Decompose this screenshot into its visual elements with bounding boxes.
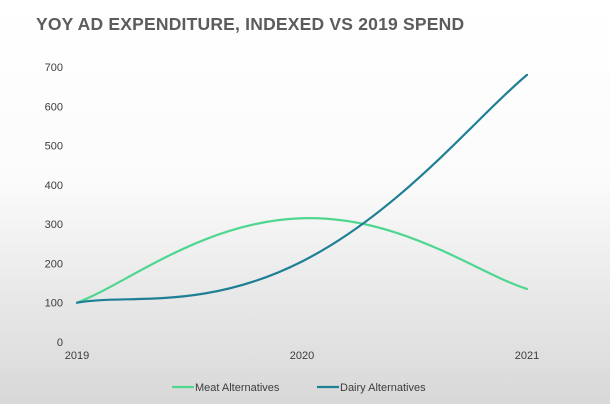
legend: Meat Alternatives Dairy Alternatives	[172, 382, 426, 394]
y-tick-label: 200	[45, 258, 63, 270]
x-tick-label: 2020	[290, 350, 314, 362]
y-tick-label: 300	[45, 219, 63, 231]
y-tick-label: 700	[45, 62, 63, 74]
chart-title: YOY AD EXPENDITURE, INDEXED VS 2019 SPEN…	[36, 14, 465, 34]
x-axis-ticks: 2019 2020 2021	[65, 350, 539, 362]
y-tick-label: 400	[45, 180, 63, 192]
series-line-meat-alternatives	[75, 217, 529, 304]
legend-label: Dairy Alternatives	[340, 382, 426, 394]
y-tick-label: 600	[45, 101, 63, 113]
legend-label: Meat Alternatives	[195, 382, 280, 394]
y-tick-label: 500	[45, 141, 63, 153]
x-tick-label: 2021	[515, 350, 539, 362]
x-tick-label: 2019	[65, 350, 89, 362]
y-axis-ticks: 0 100 200 300 400 500 600 700	[45, 62, 63, 349]
y-tick-label: 0	[57, 337, 63, 349]
series-line-dairy-alternatives	[75, 73, 529, 304]
series-lines	[75, 73, 529, 304]
y-tick-label: 100	[45, 298, 63, 310]
